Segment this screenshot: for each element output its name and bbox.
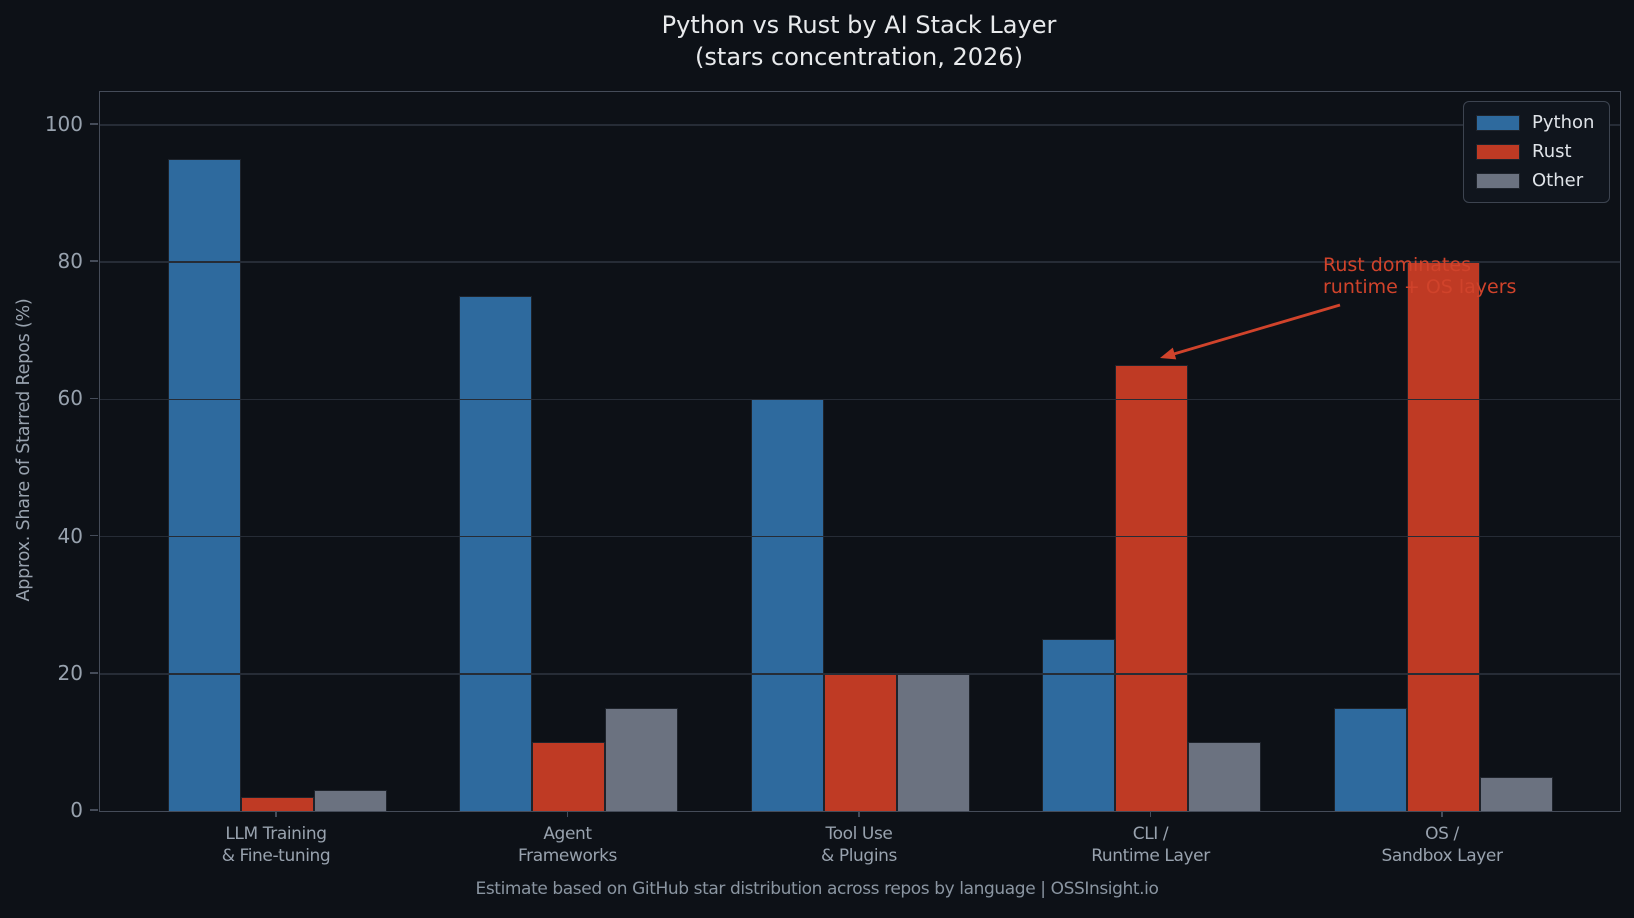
source-note: Estimate based on GitHub star distributi… (475, 879, 1159, 899)
x-tick-mark-0 (275, 810, 277, 817)
bar-other-2 (896, 673, 970, 811)
chart-title-block: Python vs Rust by AI Stack Layer (stars … (99, 9, 1619, 73)
legend-swatch-python (1476, 115, 1520, 131)
x-tick-label-1: Agent Frameworks (448, 823, 688, 867)
x-tick-label-line: & Fine-tuning (221, 846, 331, 866)
bar-rust-3 (1115, 365, 1188, 811)
y-tick-label-20: 20 (57, 660, 83, 685)
x-tick-label-3: CLI / Runtime Layer (1031, 823, 1271, 867)
gridline-80 (100, 261, 1620, 263)
x-tick-mark-2 (858, 810, 860, 817)
x-tick-mark-1 (566, 810, 569, 817)
x-tick-mark-4 (1441, 810, 1443, 817)
annotation-line-2: runtime + OS layers (1323, 275, 1517, 298)
x-tick-label-line: Frameworks (518, 846, 617, 866)
gridline-40 (100, 535, 1620, 538)
x-tick-label-0: LLM Training & Fine-tuning (156, 823, 396, 867)
gridline-60 (100, 398, 1620, 401)
bar-other-4 (1479, 776, 1553, 811)
bar-python-2 (750, 399, 824, 811)
gridline-20 (100, 673, 1620, 675)
y-tick-label-60: 60 (57, 386, 83, 411)
x-tick-label-line: Tool Use (825, 824, 893, 844)
bar-rust-0 (240, 797, 314, 811)
x-tick-mark-3 (1149, 810, 1152, 817)
x-tick-label-line: Agent (543, 824, 592, 844)
y-tick-mark-80 (90, 260, 98, 262)
x-tick-label-line: LLM Training (225, 824, 327, 844)
legend: Python Rust Other (1463, 101, 1610, 203)
y-tick-mark-60 (90, 397, 98, 400)
bar-python-1 (459, 296, 532, 811)
bar-rust-1 (532, 742, 605, 811)
x-tick-label-4: OS / Sandbox Layer (1322, 823, 1562, 867)
chart-title: Python vs Rust by AI Stack Layer (661, 11, 1057, 39)
legend-item-rust: Rust (1476, 141, 1597, 163)
bar-other-1 (605, 708, 678, 811)
legend-swatch-rust (1476, 144, 1520, 160)
bar-python-0 (167, 159, 241, 811)
x-tick-label-line: Sandbox Layer (1381, 846, 1503, 866)
x-tick-label-line: CLI / (1132, 824, 1169, 844)
annotation-line-1: Rust dominates (1323, 254, 1471, 276)
y-tick-label-80: 80 (57, 249, 83, 274)
x-tick-label-line: Runtime Layer (1091, 846, 1210, 866)
legend-label-rust: Rust (1532, 141, 1572, 162)
bar-rust-2 (823, 673, 897, 811)
y-tick-label-100: 100 (44, 111, 83, 136)
x-tick-label-line: & Plugins (821, 846, 897, 866)
bar-other-3 (1188, 742, 1261, 811)
bar-other-0 (313, 790, 387, 811)
bar-python-3 (1042, 639, 1115, 811)
y-tick-mark-0 (90, 809, 98, 811)
x-tick-label-line: OS / (1425, 824, 1459, 844)
y-tick-mark-20 (90, 672, 98, 674)
y-tick-mark-40 (90, 534, 98, 537)
legend-label-other: Other (1532, 170, 1584, 191)
y-tick-label-0: 0 (70, 798, 83, 822)
bar-python-4 (1333, 708, 1407, 811)
plot-area (99, 91, 1621, 812)
legend-label-python: Python (1532, 112, 1595, 133)
annotation-text: Rust dominates runtime + OS layers (1323, 254, 1517, 298)
legend-item-python: Python (1476, 112, 1597, 134)
y-tick-label-40: 40 (57, 523, 83, 548)
legend-swatch-other (1476, 173, 1520, 189)
legend-item-other: Other (1476, 170, 1597, 192)
x-tick-label-2: Tool Use & Plugins (739, 823, 979, 867)
chart-subtitle: (stars concentration, 2026) (695, 43, 1023, 71)
gridline-100 (100, 124, 1620, 126)
y-axis-label: Approx. Share of Starred Repos (%) (14, 298, 34, 602)
y-tick-mark-100 (90, 123, 98, 125)
